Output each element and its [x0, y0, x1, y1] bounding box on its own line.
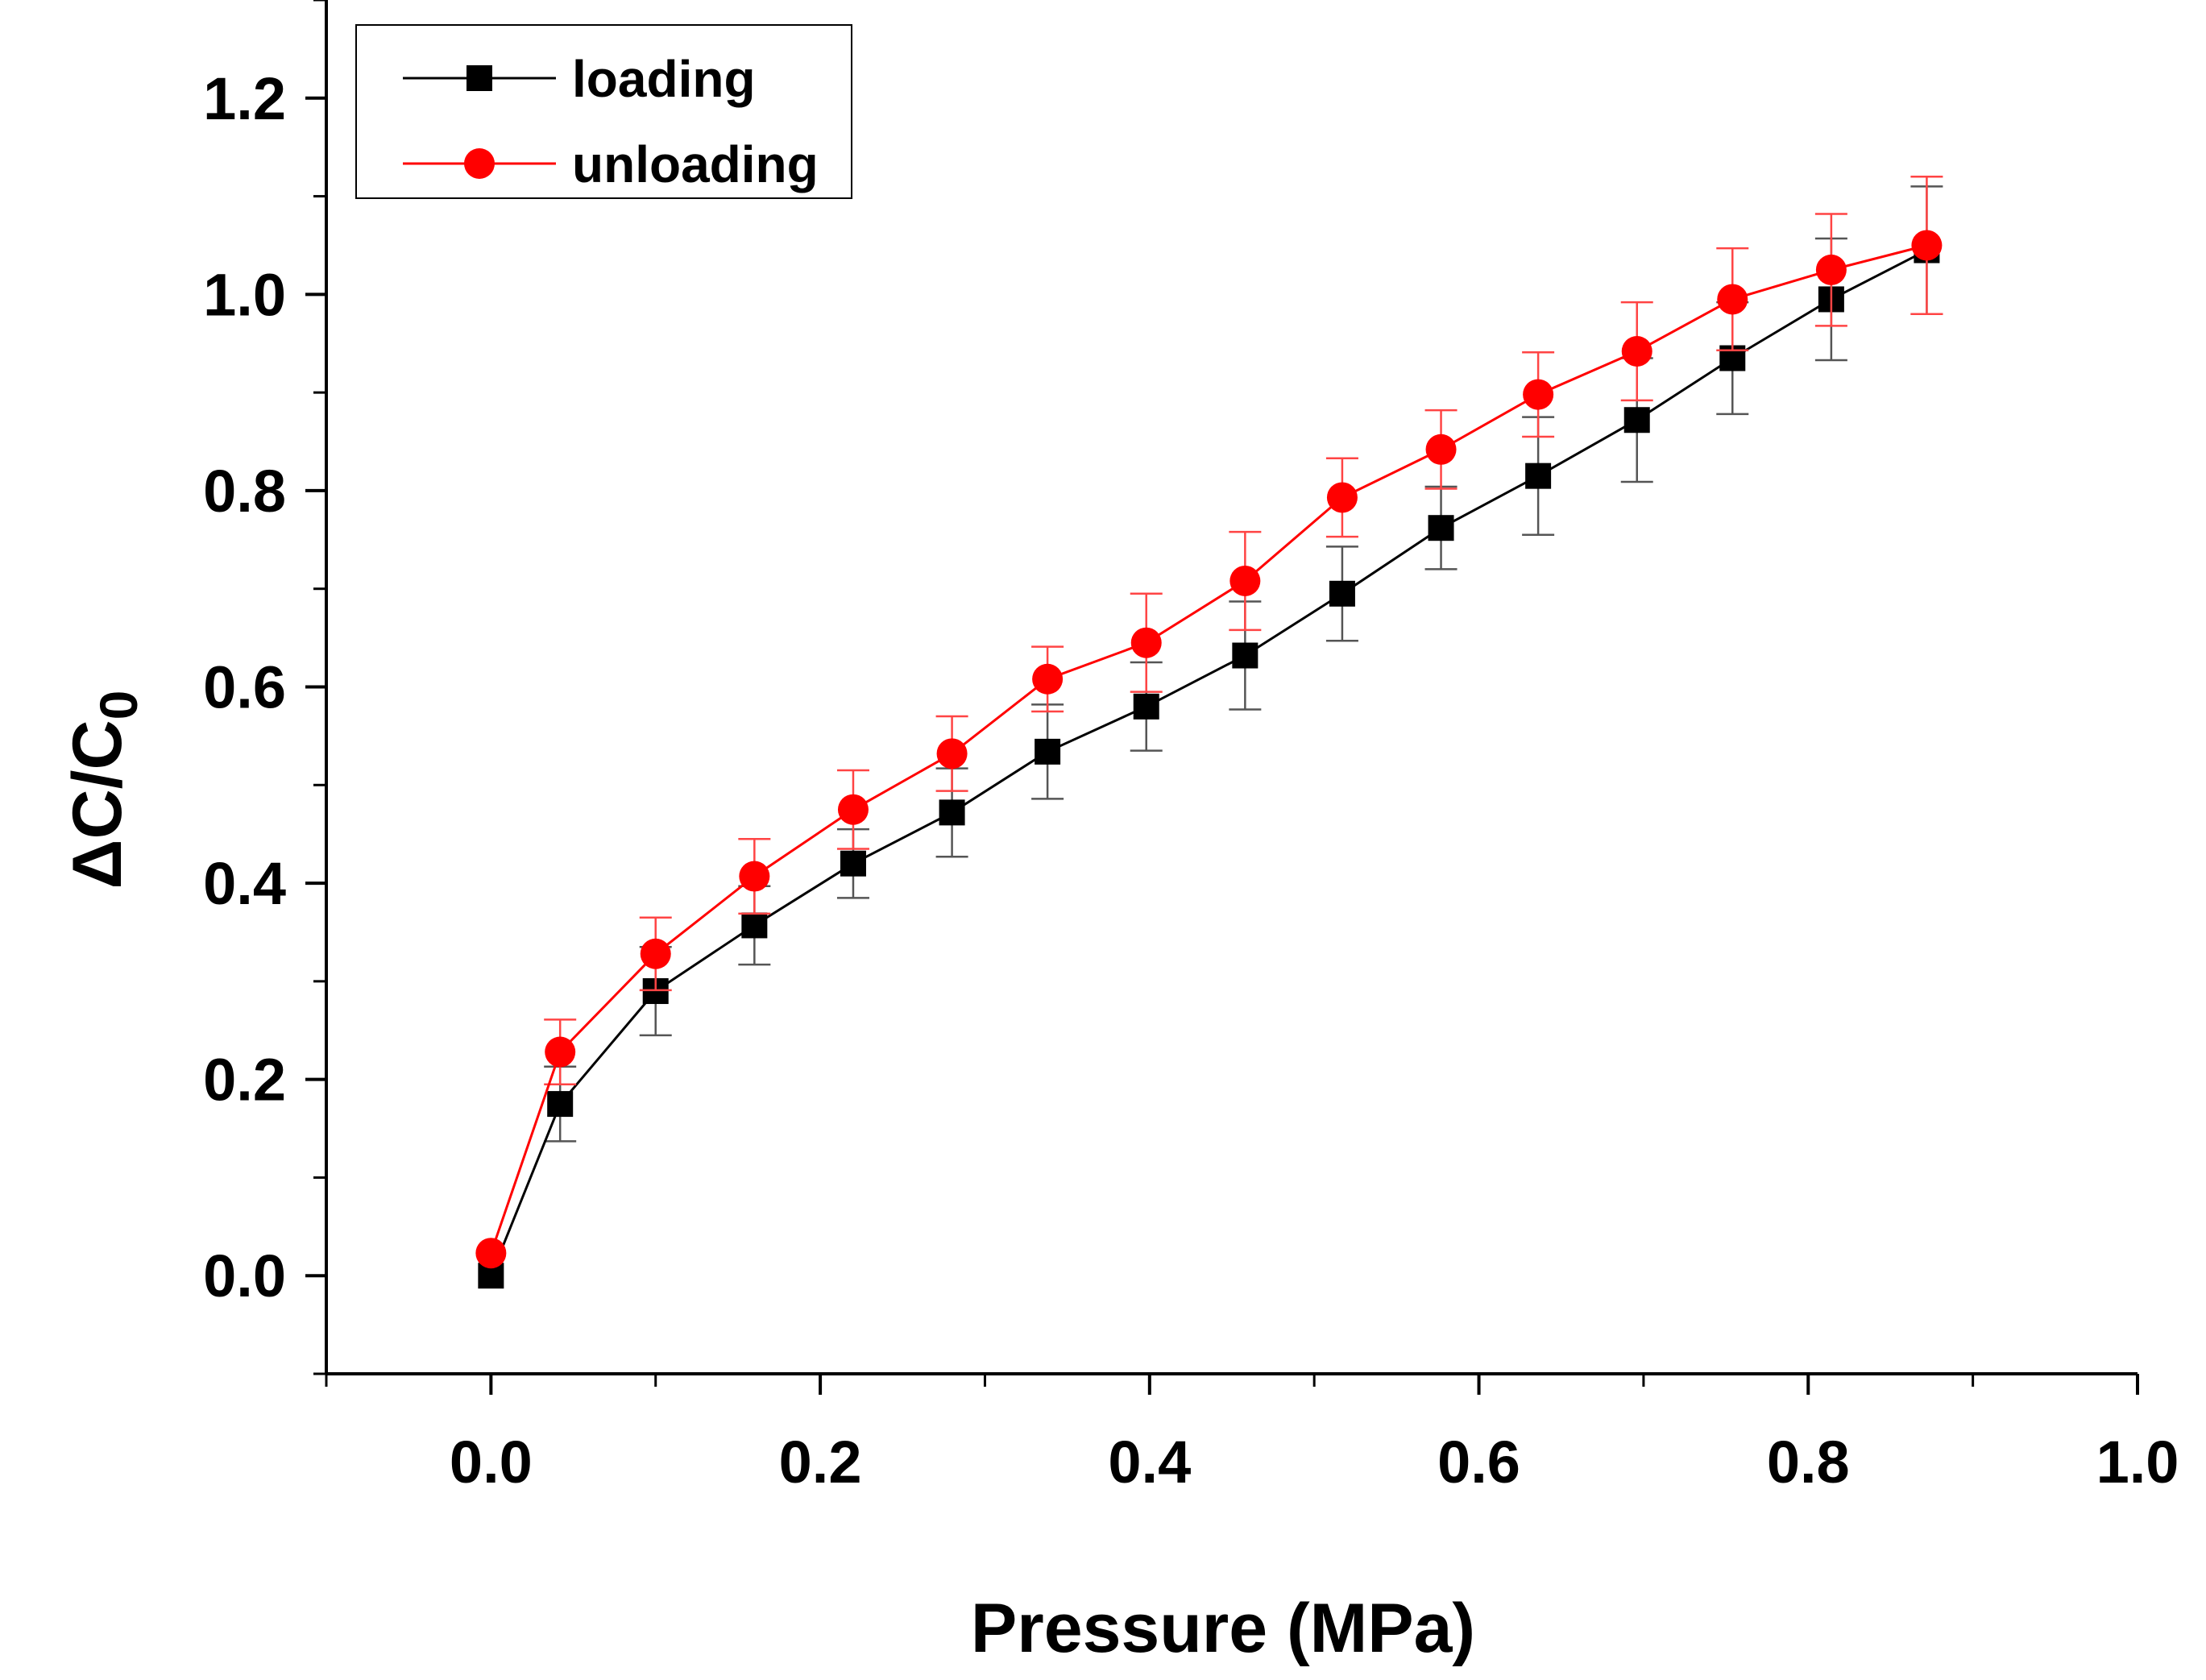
data-point-unloading [1326, 482, 1358, 513]
data-point-loading [1329, 580, 1355, 607]
data-point-unloading [475, 1238, 507, 1269]
data-point-unloading [1229, 565, 1261, 596]
data-point-loading [1525, 463, 1552, 489]
data-point-loading [1133, 693, 1159, 720]
y-tick-label: 0.0 [203, 1242, 286, 1309]
y-axis-title: ΔC/C0 [59, 691, 148, 890]
series-line-loading [490, 249, 1928, 1276]
data-point-loading [840, 850, 866, 877]
y-tick-label: 1.2 [203, 65, 286, 132]
y-tick-label: 1.0 [203, 261, 286, 328]
data-point-unloading [1425, 433, 1457, 465]
data-point-unloading [1911, 230, 1943, 261]
y-tick-label: 0.8 [203, 458, 286, 525]
data-point-unloading [936, 738, 968, 769]
series-unloading [475, 175, 1943, 1269]
y-tick-label: 0.6 [203, 654, 286, 721]
data-point-unloading [837, 794, 869, 825]
x-tick-label: 0.8 [1767, 1429, 1850, 1495]
series-layer [475, 175, 1943, 1289]
data-point-loading [1428, 515, 1454, 541]
data-point-unloading [1621, 335, 1652, 367]
legend-box [355, 24, 852, 199]
ticks: 0.0 0.2 0.4 0.6 0.8 1.0 0.0 0.2 0.4 0.6 0.8 1.0 1.2 [203, 0, 2179, 1495]
x-tick-label: 0.0 [450, 1429, 533, 1495]
y-axis-title-main: ΔC/C [59, 720, 136, 889]
series-loading [478, 185, 1943, 1289]
y-tick-label: 0.4 [203, 850, 286, 917]
data-point-unloading [640, 938, 671, 969]
axes [325, 0, 2138, 1375]
legend-label-unloading: unloading [572, 135, 819, 193]
data-point-loading [1232, 642, 1258, 669]
y-axis-title-sub: 0 [89, 691, 148, 720]
legend-marker-loading [466, 65, 492, 91]
x-tick-label: 0.4 [1108, 1429, 1191, 1495]
data-point-loading [741, 912, 768, 939]
data-point-unloading [1815, 254, 1847, 285]
legend: loading unloading [355, 24, 852, 199]
data-point-unloading [739, 861, 770, 892]
data-point-unloading [1032, 663, 1064, 695]
data-point-unloading [1523, 379, 1554, 410]
x-axis-title: Pressure (MPa) [971, 1590, 1475, 1667]
data-point-loading [1623, 407, 1650, 433]
series-line-unloading [489, 244, 1927, 1254]
data-point-unloading [545, 1036, 576, 1068]
data-point-unloading [1717, 284, 1748, 315]
data-point-loading [939, 799, 965, 826]
data-point-loading [547, 1091, 574, 1118]
y-tick-label: 0.2 [203, 1047, 286, 1114]
legend-label-loading: loading [572, 50, 756, 108]
x-tick-label: 0.6 [1437, 1429, 1520, 1495]
x-tick-label: 1.0 [2096, 1429, 2179, 1495]
svg-text:ΔC/C0: ΔC/C0 [59, 691, 148, 890]
x-tick-label: 0.2 [779, 1429, 862, 1495]
data-point-unloading [1130, 627, 1162, 658]
legend-marker-unloading [464, 148, 495, 179]
data-point-loading [1035, 738, 1061, 765]
